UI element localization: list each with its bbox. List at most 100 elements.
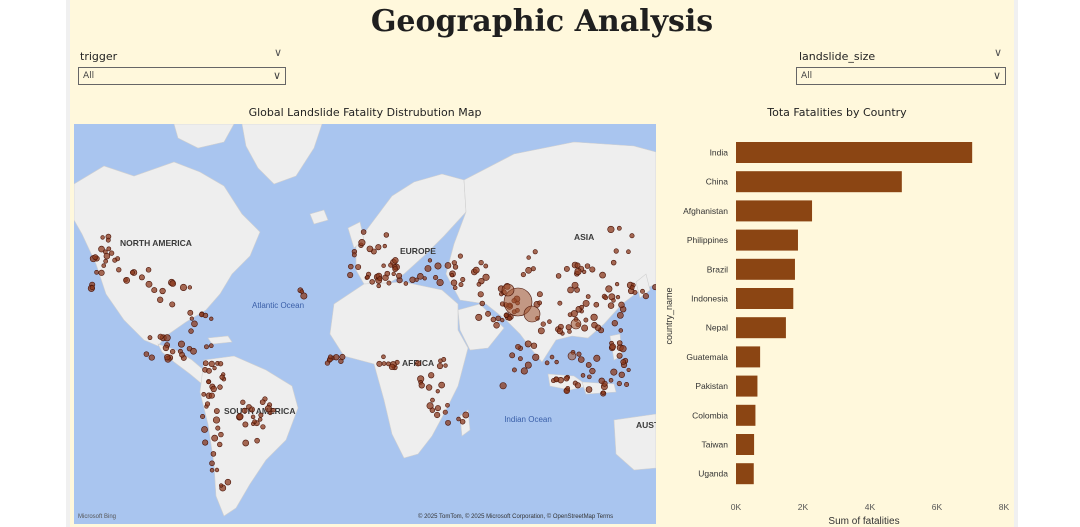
fatality-marker[interactable]	[619, 345, 627, 353]
fatality-marker[interactable]	[189, 316, 194, 321]
fatality-marker[interactable]	[209, 467, 215, 473]
fatality-marker[interactable]	[525, 267, 532, 274]
fatality-marker[interactable]	[565, 385, 571, 391]
fatality-marker[interactable]	[438, 381, 445, 389]
fatality-marker[interactable]	[603, 295, 609, 301]
fatality-marker[interactable]	[499, 382, 507, 390]
fatality-marker[interactable]	[187, 309, 194, 316]
fatality-marker[interactable]	[583, 317, 589, 323]
fatality-marker[interactable]	[500, 318, 505, 323]
fatality-marker[interactable]	[351, 252, 357, 258]
fatality-marker[interactable]	[436, 278, 444, 287]
fatality-marker[interactable]	[257, 417, 263, 422]
fatality-marker[interactable]	[377, 276, 383, 282]
fatality-marker[interactable]	[348, 263, 354, 270]
bar-colombia[interactable]	[736, 404, 756, 426]
fatality-marker[interactable]	[438, 358, 443, 364]
fatality-marker[interactable]	[610, 368, 618, 376]
fatality-marker[interactable]	[524, 340, 532, 348]
fatality-marker[interactable]	[208, 360, 215, 367]
fatality-marker[interactable]	[381, 354, 386, 360]
fatality-marker[interactable]	[503, 313, 509, 318]
fatality-marker[interactable]	[549, 354, 555, 360]
fatality-marker[interactable]	[611, 320, 618, 327]
fatality-marker[interactable]	[524, 361, 532, 369]
fatality-marker[interactable]	[472, 266, 480, 274]
fatality-marker[interactable]	[151, 287, 158, 294]
fatality-marker[interactable]	[259, 399, 266, 406]
fatality-marker[interactable]	[517, 356, 523, 362]
fatality-marker[interactable]	[587, 374, 592, 380]
fatality-marker[interactable]	[618, 301, 625, 309]
fatality-marker[interactable]	[202, 312, 209, 319]
bar-taiwan[interactable]	[736, 434, 755, 455]
fatality-marker[interactable]	[614, 282, 620, 287]
fatality-marker[interactable]	[369, 279, 375, 285]
fatality-marker[interactable]	[163, 334, 171, 342]
fatality-marker[interactable]	[444, 262, 452, 269]
fatality-marker[interactable]	[615, 294, 621, 300]
fatality-marker[interactable]	[145, 280, 153, 288]
fatality-marker[interactable]	[147, 335, 153, 341]
fatality-marker[interactable]	[433, 275, 439, 281]
fatality-marker[interactable]	[624, 382, 630, 387]
fatality-marker[interactable]	[495, 315, 501, 322]
fatality-marker[interactable]	[240, 399, 246, 405]
fatality-marker[interactable]	[204, 344, 209, 350]
fatality-marker[interactable]	[553, 376, 560, 383]
fatality-marker[interactable]	[556, 328, 563, 335]
fatality-marker[interactable]	[478, 259, 484, 266]
fatality-marker[interactable]	[426, 402, 434, 410]
fatality-marker[interactable]	[642, 293, 649, 300]
fatality-marker[interactable]	[210, 385, 217, 393]
fatality-marker[interactable]	[386, 280, 392, 286]
fatality-marker[interactable]	[381, 361, 387, 366]
fatality-marker[interactable]	[442, 409, 448, 415]
fatality-marker[interactable]	[213, 408, 220, 414]
fatality-marker[interactable]	[451, 260, 457, 266]
fatality-marker[interactable]	[445, 419, 451, 426]
fatality-marker[interactable]	[544, 360, 550, 366]
fatality-marker[interactable]	[457, 253, 463, 259]
fatality-marker[interactable]	[598, 377, 605, 384]
fatality-marker[interactable]	[101, 263, 107, 268]
fatality-marker[interactable]	[208, 343, 214, 349]
fatality-marker[interactable]	[299, 289, 305, 294]
fatality-marker[interactable]	[616, 380, 622, 387]
fatality-marker[interactable]	[143, 351, 150, 357]
fatality-marker[interactable]	[366, 245, 374, 253]
fatality-marker[interactable]	[217, 384, 223, 390]
fatality-marker[interactable]	[576, 351, 582, 357]
fatality-marker[interactable]	[618, 371, 625, 378]
fatality-marker[interactable]	[589, 266, 596, 273]
landslide-size-dropdown[interactable]: All ∨	[796, 67, 1006, 85]
fatality-marker[interactable]	[162, 344, 170, 352]
fatality-marker[interactable]	[450, 279, 458, 286]
fatality-marker[interactable]	[434, 405, 441, 412]
fatality-marker[interactable]	[618, 328, 624, 333]
fatality-marker[interactable]	[381, 263, 386, 268]
fatality-marker[interactable]	[485, 310, 491, 317]
fatality-marker[interactable]	[396, 272, 403, 279]
fatality-marker[interactable]	[116, 267, 122, 273]
fatality-marker[interactable]	[383, 232, 390, 238]
fatality-marker[interactable]	[324, 360, 331, 366]
fatality-marker[interactable]	[242, 439, 250, 447]
fatality-marker[interactable]	[435, 389, 440, 394]
fatality-marker[interactable]	[574, 262, 581, 269]
fatality-marker[interactable]	[200, 413, 206, 420]
fatality-marker[interactable]	[571, 281, 579, 289]
fatality-marker[interactable]	[449, 272, 455, 278]
fatality-marker[interactable]	[611, 298, 616, 303]
fatality-marker[interactable]	[206, 368, 212, 374]
fatality-marker[interactable]	[456, 416, 461, 422]
fatality-marker[interactable]	[202, 360, 209, 367]
fatality-marker[interactable]	[629, 285, 635, 290]
fatality-marker[interactable]	[626, 249, 631, 255]
fatality-marker[interactable]	[483, 263, 489, 269]
fatality-marker[interactable]	[129, 270, 135, 276]
fatality-marker[interactable]	[190, 347, 197, 355]
fatality-marker[interactable]	[563, 375, 570, 382]
fatality-marker[interactable]	[177, 340, 185, 348]
fatality-marker[interactable]	[585, 294, 591, 299]
